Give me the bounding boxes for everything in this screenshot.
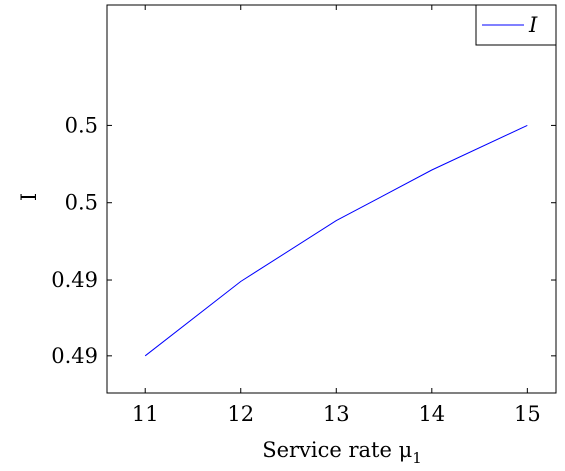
y-tick-label: 0.5 bbox=[65, 113, 98, 137]
legend-label: I bbox=[528, 13, 538, 37]
y-axis-ticks: 0.49 0.49 0.5 0.5 bbox=[51, 113, 556, 368]
legend: I bbox=[475, 4, 557, 46]
series-line-I bbox=[144, 124, 528, 357]
y-tick-label: 0.5 bbox=[65, 191, 98, 215]
y-tick-label: 0.49 bbox=[51, 268, 98, 292]
plot-frame bbox=[106, 4, 557, 394]
x-tick-label: 12 bbox=[227, 402, 254, 426]
plot-area-border bbox=[106, 4, 557, 394]
x-axis-ticks: 11 12 13 14 15 bbox=[132, 5, 541, 426]
y-axis-title: I bbox=[17, 193, 41, 201]
x-axis-title: Service rate μ1 bbox=[262, 438, 422, 467]
series-group bbox=[144, 124, 528, 357]
x-tick-label: 15 bbox=[514, 402, 541, 426]
y-tick-label: 0.49 bbox=[51, 344, 98, 368]
x-tick-label: 11 bbox=[132, 402, 159, 426]
x-tick-label: 14 bbox=[418, 402, 445, 426]
x-tick-label: 13 bbox=[323, 402, 350, 426]
